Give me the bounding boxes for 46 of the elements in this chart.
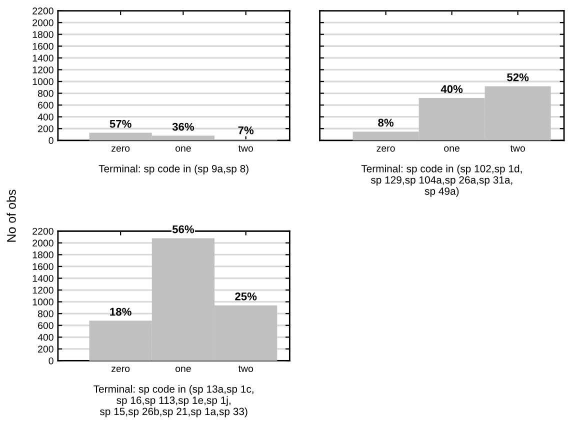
y-tick-label: 1000 [32, 298, 54, 306]
x-tick-label: zero [376, 146, 395, 152]
y-tick-label: 1200 [32, 286, 54, 294]
y-tick-label: 1800 [32, 31, 54, 38]
y-tick-label: 1400 [32, 54, 54, 62]
x-tick-label: one [176, 366, 191, 372]
x-tick-label: zero [112, 366, 130, 372]
y-tick-label: 800 [38, 90, 54, 97]
x-tick-label: two [238, 145, 253, 152]
x-tick-label: one [176, 146, 191, 152]
y-tick-label: 1600 [32, 42, 54, 50]
y-tick-label: 0 [48, 357, 54, 364]
annotation: 52% [507, 73, 529, 82]
y-tick-label: 1400 [32, 274, 54, 282]
x-tick-label: one [444, 146, 460, 152]
annotation: 40% [440, 85, 463, 94]
y-tick-label: 1200 [32, 66, 54, 74]
y-tick-label: 600 [38, 102, 54, 109]
y-tick-label: 600 [38, 322, 54, 329]
annotation: 8% [378, 118, 394, 127]
y-tick-label: 800 [38, 310, 54, 318]
y-tick-label: 400 [38, 334, 54, 341]
annotation: 57% [110, 120, 132, 128]
x-axis-title: Terminal: sp code in (sp 13a,sp 1c, sp 16,sp 113,sp 1e,sp 1j, sp 15,sp 26b,sp 21,sp 1a,sp 33) [94, 385, 254, 418]
y-tick-label: 1600 [32, 263, 54, 270]
annotation: 7% [238, 126, 254, 134]
y-tick-label: 400 [38, 114, 54, 120]
y-tick-label: 2200 [32, 228, 54, 235]
x-tick-label: two [238, 366, 253, 372]
annotation: 56% [172, 225, 194, 234]
y-tick-label: 1000 [32, 78, 54, 86]
y-axis-title: No of obs [6, 190, 16, 242]
annotation: 25% [235, 292, 257, 300]
annotation: 18% [110, 308, 132, 316]
y-tick-label: 2200 [32, 8, 54, 14]
annotation: 36% [172, 122, 194, 131]
y-tick-label: 1800 [32, 251, 54, 258]
y-tick-label: 200 [38, 346, 54, 353]
y-tick-label: 200 [38, 125, 54, 132]
y-tick-label: 2000 [32, 19, 54, 26]
y-tick-label: 0 [48, 137, 54, 144]
x-axis-title: Terminal: sp code in (sp 9a,sp 8) [98, 164, 248, 174]
x-tick-label: zero [112, 146, 130, 152]
x-axis-title: Terminal: sp code in (sp 102,sp 1d, sp 129,sp 104a,sp 26a,sp 31a, sp 49a) [361, 164, 522, 197]
x-tick-label: two [510, 145, 525, 152]
y-tick-label: 2000 [32, 240, 54, 247]
